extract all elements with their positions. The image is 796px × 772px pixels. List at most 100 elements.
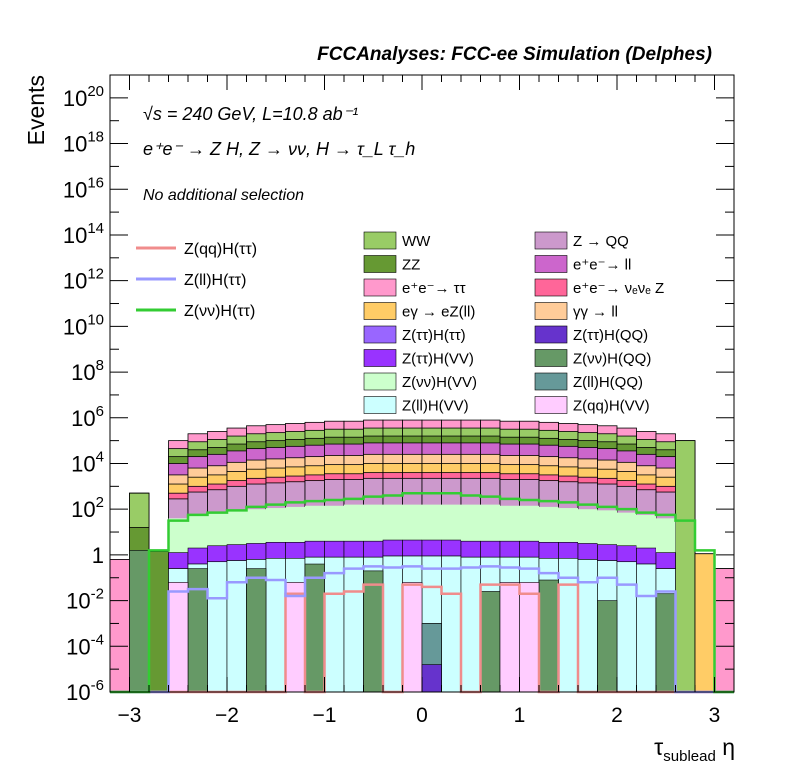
stack-bar-zttvv xyxy=(655,552,676,569)
y-tick-label: 10-2 xyxy=(66,586,104,614)
legend-fill-label: ZZ xyxy=(402,257,420,274)
stack-bar-zttvv xyxy=(538,542,559,559)
stack-bar-zttvv xyxy=(207,545,228,563)
stack-bar-zllhvv xyxy=(577,559,598,693)
y-tick-label: 108 xyxy=(71,357,104,385)
signal-line xyxy=(110,491,734,694)
legend-fill-swatch xyxy=(534,372,568,391)
process-annotation: e⁺e⁻ → Z H, Z → νν, H → τ_L τ_h xyxy=(143,139,415,159)
y-tick-label: 102 xyxy=(71,494,104,522)
legend-fill-label: γγ → ll xyxy=(573,304,618,321)
stack-bar-zttvv xyxy=(304,540,325,558)
y-tick-label: 104 xyxy=(71,448,104,476)
stack-bar-zttvv xyxy=(246,543,267,560)
stack-bar-zttvv xyxy=(616,545,637,563)
stack-bar-zllhvv xyxy=(636,563,657,693)
stack-bar-zllhvv xyxy=(382,555,403,693)
legend-fill-swatch xyxy=(363,278,397,297)
legend-fill-swatch xyxy=(534,278,568,297)
legend-fill-swatch xyxy=(534,349,568,367)
chart-title: FCCAnalyses: FCC-ee Simulation (Delphes) xyxy=(317,44,712,65)
stack-bar-zllhvv xyxy=(441,555,462,693)
stack-bar-znnhqq xyxy=(480,591,501,693)
legend-fill-label: WW xyxy=(402,233,431,250)
axis-ticks-layer: −3 −2 −1 0 1 2 3 10-6 10-4 10-2 1 102 104 106 108 1010 1… xyxy=(63,75,735,727)
stack-bar-zllhvv xyxy=(343,556,364,693)
stack-bar-edge xyxy=(129,492,150,528)
stack-bar-zqqhvv xyxy=(168,582,189,693)
stack-bar-zttvv xyxy=(577,543,598,560)
stack-bar-zttvv xyxy=(441,539,462,557)
stack-bar-zttvv xyxy=(558,542,579,559)
stack-bar-zllhvv xyxy=(324,556,345,693)
stack-bar-znnhqq xyxy=(597,600,618,693)
legend-fill-swatch xyxy=(363,255,397,273)
stack-bar-edge xyxy=(675,440,696,693)
legend-fill-swatch xyxy=(534,396,568,414)
y-axis-label: Events xyxy=(23,75,49,145)
x-tick-label: −3 xyxy=(118,704,142,727)
stack-bar-zttvv xyxy=(519,540,540,558)
stack-bar-zttvv xyxy=(285,542,306,559)
text-labels-layer: FCCAnalyses: FCC-ee Simulation (Delphes)… xyxy=(23,44,735,765)
legend-line-label: Z(νν)H(ττ) xyxy=(184,303,255,320)
y-tick-label: 1 xyxy=(92,543,104,568)
legend-line-label: Z(qq)H(ττ) xyxy=(184,241,257,258)
stack-bar-znnhqq xyxy=(655,593,676,693)
legend-fill-swatch xyxy=(534,302,568,320)
legend-fill-label: Z(νν)H(QQ) xyxy=(573,351,651,368)
legend-fill-label: Z(ττ)H(ττ) xyxy=(402,327,466,344)
y-tick-label: 1012 xyxy=(63,266,104,294)
stack-bar-zttvv xyxy=(168,552,189,569)
stack-bar-znnhqq xyxy=(129,550,150,693)
stack-bar-zllhvv xyxy=(460,556,481,693)
y-tick-label: 10-4 xyxy=(66,631,104,659)
stack-bar-zttvv xyxy=(421,539,442,557)
stack-bar-zqqhvv xyxy=(285,582,306,693)
stack-bar-zqqhvv xyxy=(519,582,540,693)
x-tick-label: 1 xyxy=(514,704,526,727)
stack-bar-zllhvv xyxy=(616,561,637,693)
legend-fill-label: Z(ττ)H(VV) xyxy=(402,351,474,368)
legend-fill-label: e⁺e⁻→ νₑνₑ Z xyxy=(573,280,664,297)
stack-bar-zttvv xyxy=(480,540,501,558)
x-axis-label: τsublead η xyxy=(654,734,735,765)
stack-bar-zttvv xyxy=(499,540,520,558)
legend-fill-swatch xyxy=(534,255,568,273)
y-tick-label: 1018 xyxy=(63,129,104,157)
y-tick-label: 1014 xyxy=(63,220,104,248)
stack-bar-edge xyxy=(148,551,169,693)
stack-bar-edge xyxy=(694,553,715,693)
stack-bar-zttqq xyxy=(421,664,442,693)
y-tick-label: 1020 xyxy=(63,83,104,111)
legend-fill-swatch xyxy=(363,372,397,391)
stack-bar-znnhqq xyxy=(187,568,208,693)
x-tick-label: 0 xyxy=(416,704,428,727)
energy-annotation: √s = 240 GeV, L=10.8 ab⁻¹ xyxy=(143,104,358,124)
legend-fill-swatch xyxy=(363,349,397,367)
stack-bar-zllhvv xyxy=(226,560,247,693)
legend-fill-label: Z(ll)H(QQ) xyxy=(573,374,643,391)
x-tick-label: −2 xyxy=(215,704,239,727)
x-tick-label: 3 xyxy=(709,704,721,727)
signal-line xyxy=(110,565,734,694)
legend-fill-label: Z(ττ)H(QQ) xyxy=(573,327,648,344)
stack-bar-zttvv xyxy=(402,539,423,557)
legend-fill-label: eγ → eZ(ll) xyxy=(402,304,475,321)
stack-bar-zttvv xyxy=(636,547,657,565)
stack-bar-zqqhvv xyxy=(499,582,520,693)
legend-fill-swatch xyxy=(363,325,397,344)
x-tick-label: −1 xyxy=(313,704,337,727)
y-tick-label: 1016 xyxy=(63,174,104,202)
stack-bar-zttvv xyxy=(187,547,208,565)
stack-bar-zllhvv xyxy=(207,561,228,693)
stack-bar-zttvv xyxy=(460,540,481,558)
legend: Z(qq)H(ττ) Z(ll)H(ττ) Z(νν)H(ττ) WW Z → QQ ZZ… xyxy=(136,231,664,415)
legend-fill-label: e⁺e⁻→ ττ xyxy=(402,280,466,297)
stack-bar-zttvv xyxy=(363,540,384,558)
stack-bar-zttvv xyxy=(382,539,403,557)
legend-fill-swatch xyxy=(363,302,397,320)
stack-bar-edge xyxy=(109,559,130,693)
selection-annotation: No additional selection xyxy=(143,187,304,204)
y-tick-label: 10-6 xyxy=(66,677,104,705)
